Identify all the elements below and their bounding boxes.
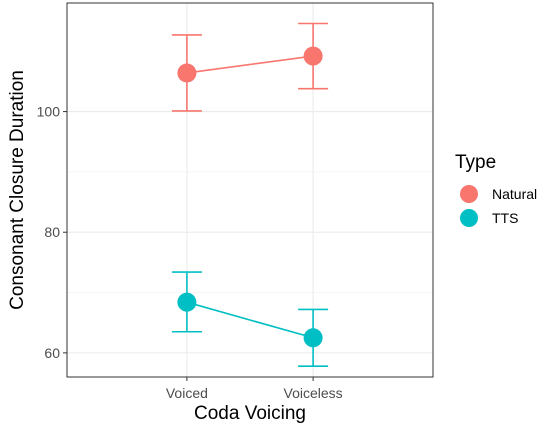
legend-key-natural bbox=[460, 185, 478, 203]
data-point bbox=[303, 46, 323, 66]
y-axis-title: Consonant Closure Duration bbox=[7, 70, 28, 310]
data-point bbox=[303, 328, 323, 348]
legend-label-natural: Natural bbox=[492, 186, 537, 202]
series-tts bbox=[171, 271, 329, 367]
data-point bbox=[177, 63, 197, 83]
legend-key-tts bbox=[460, 209, 478, 227]
plot-panel-border bbox=[66, 2, 434, 378]
y-tick-label: 100 bbox=[37, 104, 61, 120]
x-tick-label: Voiceless bbox=[284, 385, 343, 401]
legend-title: Type bbox=[455, 152, 496, 173]
x-axis-title: Coda Voicing bbox=[194, 403, 306, 424]
data-point bbox=[177, 292, 197, 312]
x-tick-label: Voiced bbox=[166, 385, 208, 401]
grid-lines bbox=[67, 3, 433, 377]
series-line bbox=[186, 301, 314, 339]
y-tick-label: 60 bbox=[44, 345, 60, 361]
series-line bbox=[186, 55, 314, 74]
series-natural bbox=[171, 22, 329, 112]
axes: 60 80 100 Voiced Voiceless bbox=[37, 104, 343, 401]
series-layer bbox=[171, 22, 329, 367]
legend: Type Natural TTS bbox=[455, 152, 537, 227]
y-tick-label: 80 bbox=[44, 224, 60, 240]
legend-label-tts: TTS bbox=[492, 210, 518, 226]
